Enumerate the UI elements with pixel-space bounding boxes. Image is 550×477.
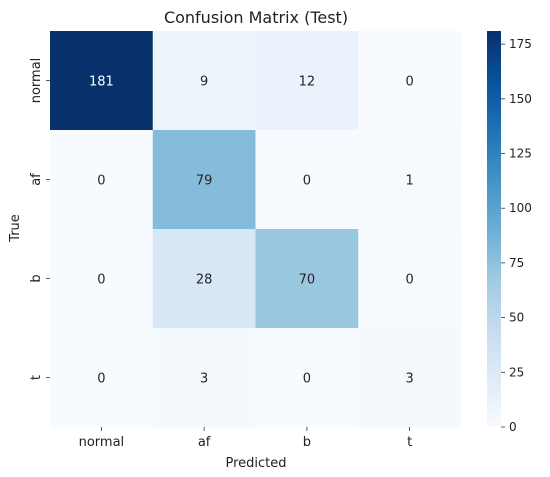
cell-value-label: 0 — [303, 174, 311, 189]
cell-value-label: 70 — [299, 273, 316, 288]
cell-value-label: 0 — [97, 273, 105, 288]
cell-value-label: 9 — [200, 75, 208, 90]
heatmap-cell — [358, 130, 462, 230]
cell-value-label: 3 — [405, 372, 413, 387]
cell-value-label: 0 — [303, 372, 311, 387]
cell-value-label: 0 — [97, 174, 105, 189]
heatmap-cells: 181 9 12 0 0 79 0 1 0 28 70 0 0 3 0 3 — [50, 31, 462, 428]
heatmap-cell — [152, 130, 256, 230]
heatmap-cell — [152, 31, 256, 131]
colorbar-tick-label: 175 — [509, 37, 532, 51]
cell-value-label: 0 — [97, 372, 105, 387]
cell-value-label: 3 — [200, 372, 208, 387]
heatmap-cell — [50, 229, 154, 329]
y-tick-label: b — [29, 274, 44, 282]
heatmap-cell — [358, 31, 462, 131]
cell-value-label: 79 — [196, 174, 213, 189]
x-tick-label: af — [198, 435, 211, 450]
heatmap-cell — [255, 328, 359, 428]
x-tick-label: b — [303, 435, 311, 450]
y-tick-labels: normal af b t — [29, 58, 50, 380]
heatmap-cell — [358, 328, 462, 428]
y-tick-label: normal — [29, 58, 44, 104]
colorbar-tick-label: 0 — [509, 420, 517, 434]
cell-value-label: 1 — [405, 174, 413, 189]
colorbar-tick-label: 75 — [509, 256, 524, 270]
heatmap-cell — [50, 328, 154, 428]
x-tick-labels: normal af b t — [79, 427, 412, 450]
heatmap-cell — [255, 31, 359, 131]
colorbar-tick-label: 100 — [509, 201, 532, 215]
cell-value-label: 181 — [89, 75, 114, 90]
x-tick-label: normal — [79, 435, 125, 450]
colorbar-ticks: 0 25 50 75 100 125 150 175 — [501, 37, 532, 434]
colorbar — [487, 31, 501, 427]
x-axis-label: Predicted — [225, 456, 286, 471]
cell-value-label: 0 — [405, 75, 413, 90]
heatmap-cell — [255, 229, 359, 329]
y-tick-label: af — [29, 173, 44, 186]
cell-value-label: 0 — [405, 273, 413, 288]
x-tick-label: t — [407, 435, 412, 450]
y-axis-label: True — [8, 214, 23, 243]
colorbar-tick-label: 150 — [509, 92, 532, 106]
heatmap-cell — [255, 130, 359, 230]
heatmap-cell — [50, 130, 154, 230]
heatmap-cell — [50, 31, 154, 131]
chart-title: Confusion Matrix (Test) — [164, 8, 348, 27]
y-tick-label: t — [29, 375, 44, 380]
cell-value-label: 28 — [196, 273, 213, 288]
heatmap-cell — [358, 229, 462, 329]
heatmap-cell — [152, 229, 256, 329]
heatmap-cell — [152, 328, 256, 428]
colorbar-tick-label: 50 — [509, 311, 524, 325]
colorbar-tick-label: 25 — [509, 365, 524, 379]
colorbar-tick-label: 125 — [509, 147, 532, 161]
cell-value-label: 12 — [299, 75, 316, 90]
